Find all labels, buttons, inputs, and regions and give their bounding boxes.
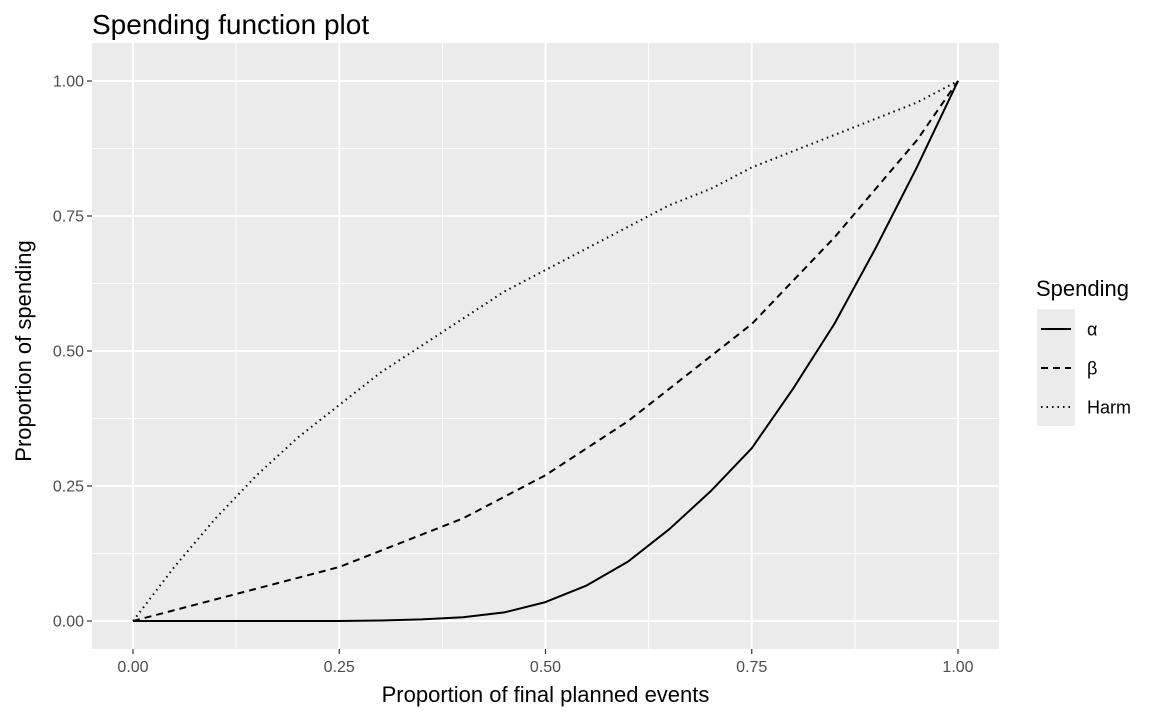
legend-title: Spending <box>1036 276 1129 301</box>
series-lines <box>132 80 959 622</box>
legend-label: α <box>1087 320 1097 340</box>
chart-title: Spending function plot <box>92 9 369 40</box>
y-axis: 0.00 0.25 0.50 0.75 1.00 <box>53 74 92 631</box>
x-tick-label: 0.75 <box>736 659 767 676</box>
legend: Spending αβ Harm <box>1036 276 1131 426</box>
x-axis-title: Proportion of final planned events <box>382 682 710 707</box>
x-tick-label: 0.50 <box>530 659 561 676</box>
y-tick-label: 1.00 <box>53 74 84 91</box>
x-tick-label: 1.00 <box>942 659 973 676</box>
y-tick-label: 0.75 <box>53 209 84 226</box>
x-tick-label: 0.25 <box>324 659 355 676</box>
series-line-dashed <box>132 80 959 622</box>
legend-label: β <box>1087 359 1097 379</box>
y-axis-title: Proportion of spending <box>11 240 36 461</box>
y-tick-label: 0.50 <box>53 344 84 361</box>
series-line-dotted <box>132 80 959 622</box>
major-gridlines <box>92 43 999 649</box>
series-line-solid <box>133 80 959 622</box>
y-tick-label: 0.00 <box>53 614 84 631</box>
x-axis: 0.00 0.25 0.50 0.75 1.00 <box>117 649 974 676</box>
legend-items: αβ Harm <box>1041 320 1131 418</box>
legend-label: Harm <box>1087 398 1131 418</box>
y-tick-label: 0.25 <box>53 479 84 496</box>
x-tick-label: 0.00 <box>117 659 148 676</box>
